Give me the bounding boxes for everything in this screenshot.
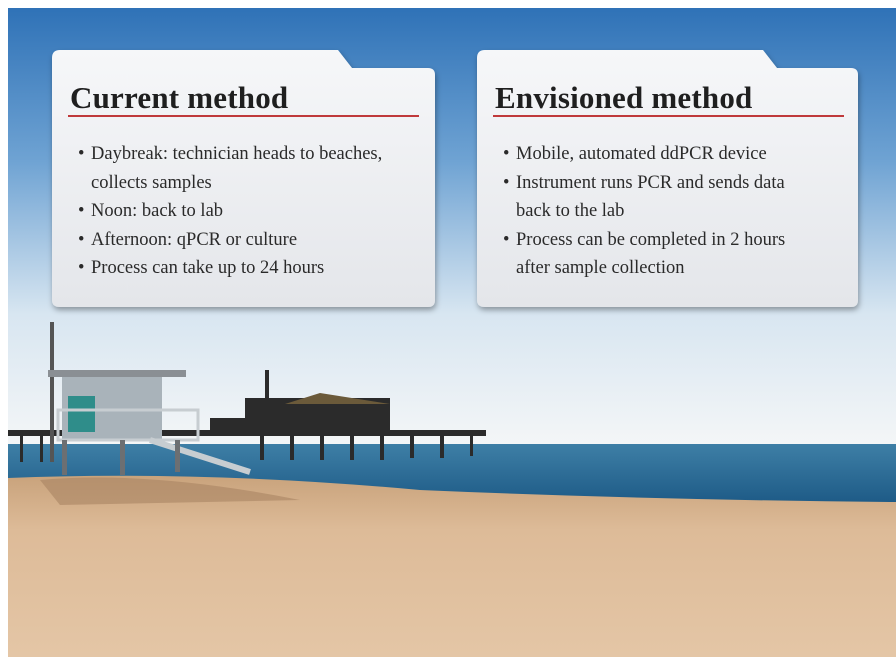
bullet-item: Daybreak: technician heads to beaches, c…	[78, 140, 398, 197]
bullet-item: Noon: back to lab	[78, 197, 398, 226]
bullet-item: Process can take up to 24 hours	[78, 254, 398, 283]
bullet-item: Mobile, automated ddPCR device	[503, 140, 823, 169]
bullet-item: Process can be completed in 2 hours afte…	[503, 226, 823, 283]
bullet-list: Daybreak: technician heads to beaches, c…	[78, 140, 398, 283]
bullet-item: Instrument runs PCR and sends data back …	[503, 169, 823, 226]
bullet-item: Afternoon: qPCR or culture	[78, 226, 398, 255]
method-card: Envisioned method Mobile, automated ddPC…	[477, 50, 860, 307]
bullet-list: Mobile, automated ddPCR deviceInstrument…	[503, 140, 823, 283]
method-card: Current method Daybreak: technician head…	[52, 50, 435, 307]
title-rule	[493, 115, 844, 117]
page: {"cards": [ {"title": "Current method", …	[0, 0, 896, 659]
card-title: Envisioned method	[495, 80, 753, 116]
title-rule	[68, 115, 419, 117]
card-title: Current method	[70, 80, 288, 116]
